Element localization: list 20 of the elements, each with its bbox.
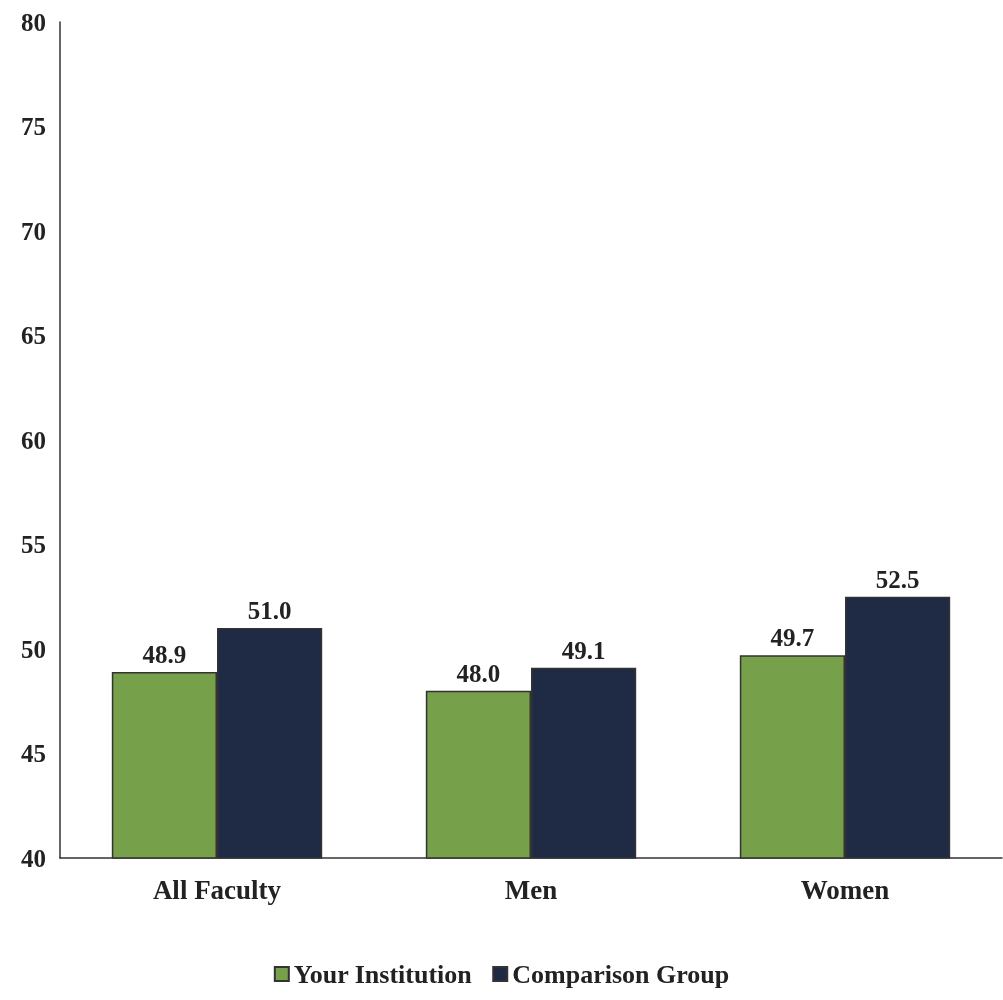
x-tick-label: Women: [800, 874, 890, 905]
data-label: 48.9: [142, 640, 187, 668]
x-tick-label: Men: [504, 874, 558, 905]
data-label: 52.5: [875, 565, 920, 593]
data-label: 51.0: [247, 597, 292, 625]
y-tick-label: 65: [21, 322, 46, 349]
y-tick-label: 40: [21, 844, 46, 872]
y-tick-label: 80: [21, 8, 46, 36]
data-label: 49.1: [561, 636, 606, 664]
y-tick-label: 70: [21, 217, 46, 245]
data-label: 48.0: [456, 659, 501, 687]
legend-label: Your Institution: [293, 959, 473, 989]
y-tick-label: 60: [21, 426, 46, 454]
data-label: 49.7: [770, 624, 815, 652]
y-tick-label: 50: [21, 635, 46, 663]
y-tick-label: 75: [21, 113, 46, 140]
y-tick-label: 45: [21, 740, 46, 767]
y-tick-label: 55: [21, 531, 46, 558]
x-tick-label: All Faculty: [152, 874, 282, 905]
legend-label: Comparison Group: [512, 959, 730, 989]
